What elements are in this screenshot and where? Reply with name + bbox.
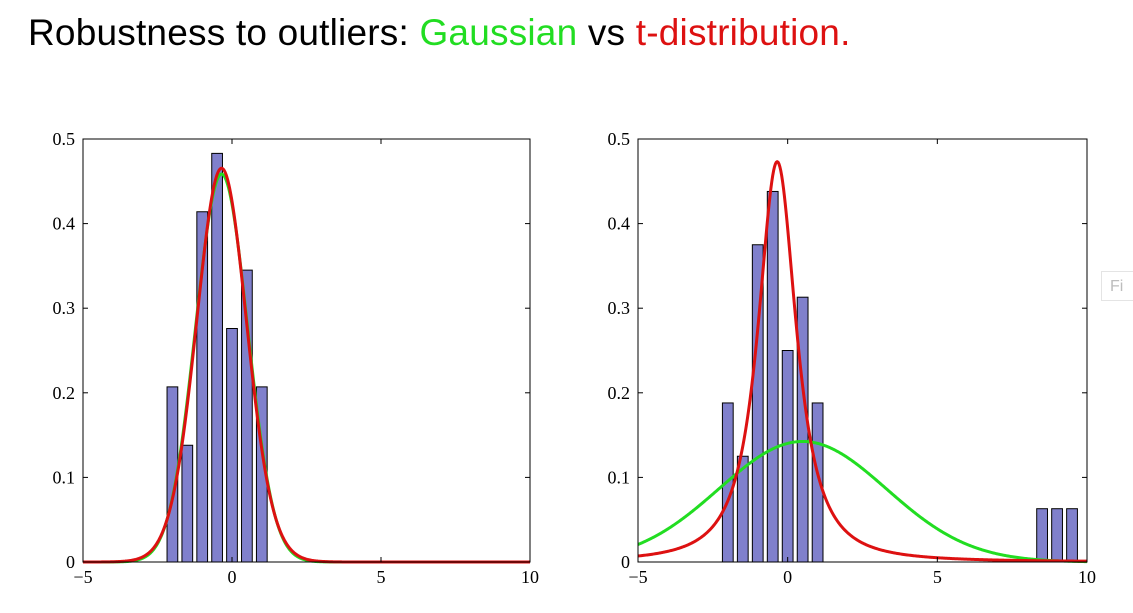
x-tick-label: −5 <box>73 567 92 587</box>
histogram-bar <box>226 328 238 563</box>
gaussian-curve <box>82 172 531 564</box>
y-tick-label: 0.5 <box>608 129 631 149</box>
histogram-bar <box>1051 508 1063 563</box>
side-panel-tab[interactable]: Fi <box>1101 271 1133 301</box>
side-panel-tab-label: Fi <box>1110 278 1124 295</box>
y-tick-label: 0.4 <box>53 214 76 234</box>
title-vs: vs <box>577 12 636 53</box>
x-tick-label: 5 <box>933 567 942 587</box>
histogram-bar <box>781 350 794 563</box>
x-tick-label: 10 <box>1078 567 1096 587</box>
histogram-bar <box>1066 508 1078 563</box>
gaussian-curve <box>637 439 1088 564</box>
y-tick-label: 0.1 <box>53 467 76 487</box>
plot-frame <box>637 138 1088 563</box>
y-tick-label: 0.3 <box>53 298 76 318</box>
plot-frame <box>82 138 531 563</box>
title-t-distribution: t-distribution. <box>635 12 851 53</box>
t-distribution-curve <box>82 166 531 564</box>
x-tick-label: 5 <box>377 567 386 587</box>
y-tick-label: 0.3 <box>608 298 631 318</box>
y-tick-label: 0.2 <box>608 383 631 403</box>
title-gaussian: Gaussian <box>419 12 578 53</box>
x-tick-label: 0 <box>783 567 792 587</box>
page-title: Robustness to outliers: Gaussian vs t-di… <box>28 12 851 54</box>
histogram-bar <box>1036 508 1048 563</box>
histogram-bar <box>181 444 194 563</box>
x-tick-label: 0 <box>228 567 237 587</box>
y-tick-label: 0.4 <box>608 214 631 234</box>
histogram-bar <box>211 152 223 563</box>
y-tick-label: 0.1 <box>608 467 631 487</box>
x-tick-label: −5 <box>628 567 647 587</box>
y-tick-label: 0.5 <box>53 129 76 149</box>
histogram-bar <box>766 190 779 563</box>
y-tick-label: 0 <box>66 552 75 572</box>
t-distribution-curve <box>637 160 1088 563</box>
y-tick-label: 0.2 <box>53 383 76 403</box>
title-text: Robustness to outliers: <box>28 12 420 53</box>
y-tick-label: 0 <box>621 552 630 572</box>
x-tick-label: 10 <box>521 567 539 587</box>
